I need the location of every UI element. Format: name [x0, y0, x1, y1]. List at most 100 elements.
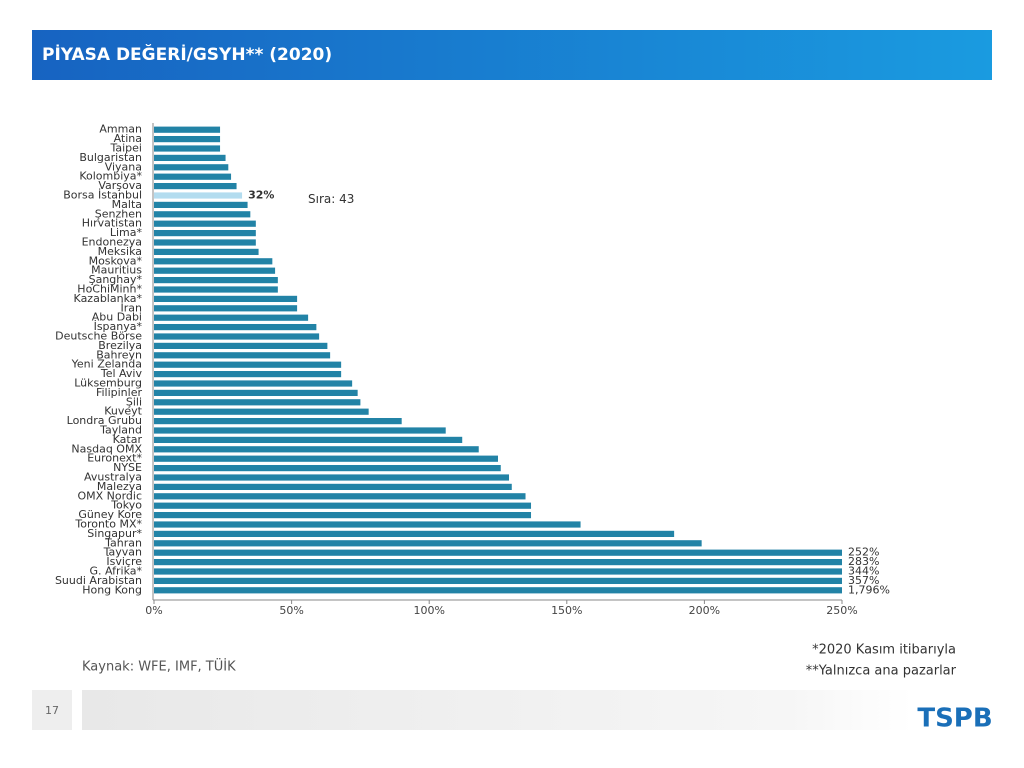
x-tick-label: 100%	[413, 604, 444, 617]
y-tick-label: HoChiMinh*	[77, 283, 142, 296]
x-tick-label: 200%	[689, 604, 720, 617]
bar	[154, 540, 702, 547]
bar	[154, 389, 358, 397]
bar	[154, 333, 320, 340]
bar	[154, 314, 309, 321]
bar	[154, 408, 369, 415]
y-tick-label: Malta	[112, 198, 142, 211]
value-label: 344%	[848, 565, 879, 578]
note: *2020 Kasım itibarıyla	[812, 643, 956, 658]
y-tick-label: Suudi Arabistan	[55, 574, 142, 587]
bar	[154, 436, 463, 444]
y-tick-label: Atina	[114, 132, 142, 145]
bar	[154, 361, 342, 368]
y-tick-label: Kazablanka*	[74, 292, 143, 305]
bar	[154, 182, 237, 190]
y-tick-label: Güney Kore	[78, 508, 142, 521]
y-tick-label: Borsa İstanbul	[63, 189, 142, 202]
bar	[154, 530, 675, 538]
y-tick-label: Mauritius	[91, 264, 142, 277]
y-tick-label: Şenzhen	[95, 207, 142, 220]
y-tick-label: Meksika	[98, 245, 142, 258]
y-tick-label: Viyana	[105, 160, 142, 173]
y-tick-label: Filipinler	[96, 386, 143, 399]
y-tick-label: Lima*	[110, 226, 143, 239]
y-tick-label: Kolombiya*	[79, 170, 142, 183]
bar	[154, 399, 361, 406]
bar	[154, 511, 532, 519]
page-number: 17	[45, 704, 59, 717]
y-tick-label: Hong Kong	[82, 583, 142, 596]
y-tick-label: Singapur*	[87, 527, 142, 540]
bar	[154, 211, 251, 218]
y-tick-label: Katar	[113, 433, 143, 446]
page-box	[32, 690, 72, 730]
bar	[154, 568, 842, 575]
y-tick-label: Tel Aviv	[100, 367, 143, 380]
y-tick-label: OMX Nordic	[77, 489, 142, 502]
y-tick-label: Taipei	[109, 142, 142, 155]
x-tick-label: 50%	[279, 604, 303, 617]
y-tick-label: Londra Grubu	[67, 414, 142, 427]
y-tick-label: Euronext*	[87, 452, 142, 465]
bar	[154, 474, 510, 481]
y-tick-label: Toronto MX*	[74, 518, 142, 531]
y-tick-label: Abu Dabi	[92, 311, 142, 324]
value-label: 32%	[248, 189, 274, 202]
y-tick-label: Varşova	[98, 179, 142, 192]
y-tick-label: Kuveyt	[104, 405, 142, 418]
bar	[154, 380, 353, 387]
y-tick-label: Malezya	[97, 480, 142, 493]
y-tick-label: Bulgaristan	[79, 151, 142, 164]
note: **Yalnızca ana pazarlar	[806, 664, 957, 679]
bar	[154, 521, 581, 528]
bar	[154, 229, 256, 237]
bar	[154, 173, 232, 180]
bar	[154, 192, 243, 199]
bar	[154, 286, 278, 293]
y-tick-label: NYSE	[113, 461, 142, 474]
y-tick-label: Tayland	[99, 424, 142, 437]
y-tick-label: Tokyo	[110, 499, 142, 512]
logo: TSPB	[917, 704, 992, 734]
value-label: 283%	[848, 555, 879, 568]
bar	[154, 370, 342, 378]
x-tick-label: 0%	[145, 604, 162, 617]
bar	[154, 549, 842, 556]
y-tick-label: Tahran	[104, 536, 142, 549]
bar	[154, 220, 256, 227]
y-tick-label: İspanya*	[94, 320, 143, 333]
bar	[154, 154, 226, 162]
y-tick-label: Bahreyn	[96, 348, 142, 361]
bar	[154, 483, 512, 491]
footer-bar	[82, 690, 912, 730]
bar	[154, 305, 298, 312]
bar	[154, 446, 479, 453]
bar	[154, 342, 328, 350]
bar	[154, 587, 842, 594]
x-tick-label: 250%	[826, 604, 857, 617]
bar	[154, 276, 278, 284]
bar	[154, 577, 842, 585]
bar	[154, 558, 842, 566]
bar	[154, 427, 446, 434]
x-tick-label: 150%	[551, 604, 582, 617]
bars	[154, 126, 842, 594]
y-tick-label: Şanghay*	[89, 273, 143, 286]
slide-title: PİYASA DEĞERİ/GSYH** (2020)	[42, 43, 332, 65]
bar	[154, 502, 532, 509]
y-tick-label: Şili	[126, 395, 142, 408]
bar	[154, 135, 221, 143]
annotation: Sıra: 43	[308, 192, 354, 206]
y-tick-label: Moskova*	[89, 254, 143, 267]
value-label: 1,796%	[848, 583, 890, 596]
y-tick-label: Endonezya	[82, 236, 142, 249]
bar	[154, 464, 501, 472]
bar	[154, 201, 248, 209]
y-tick-label: İran	[121, 301, 143, 314]
y-tick-label: Amman	[99, 123, 142, 136]
bar	[154, 352, 331, 359]
value-label: 252%	[848, 546, 879, 559]
